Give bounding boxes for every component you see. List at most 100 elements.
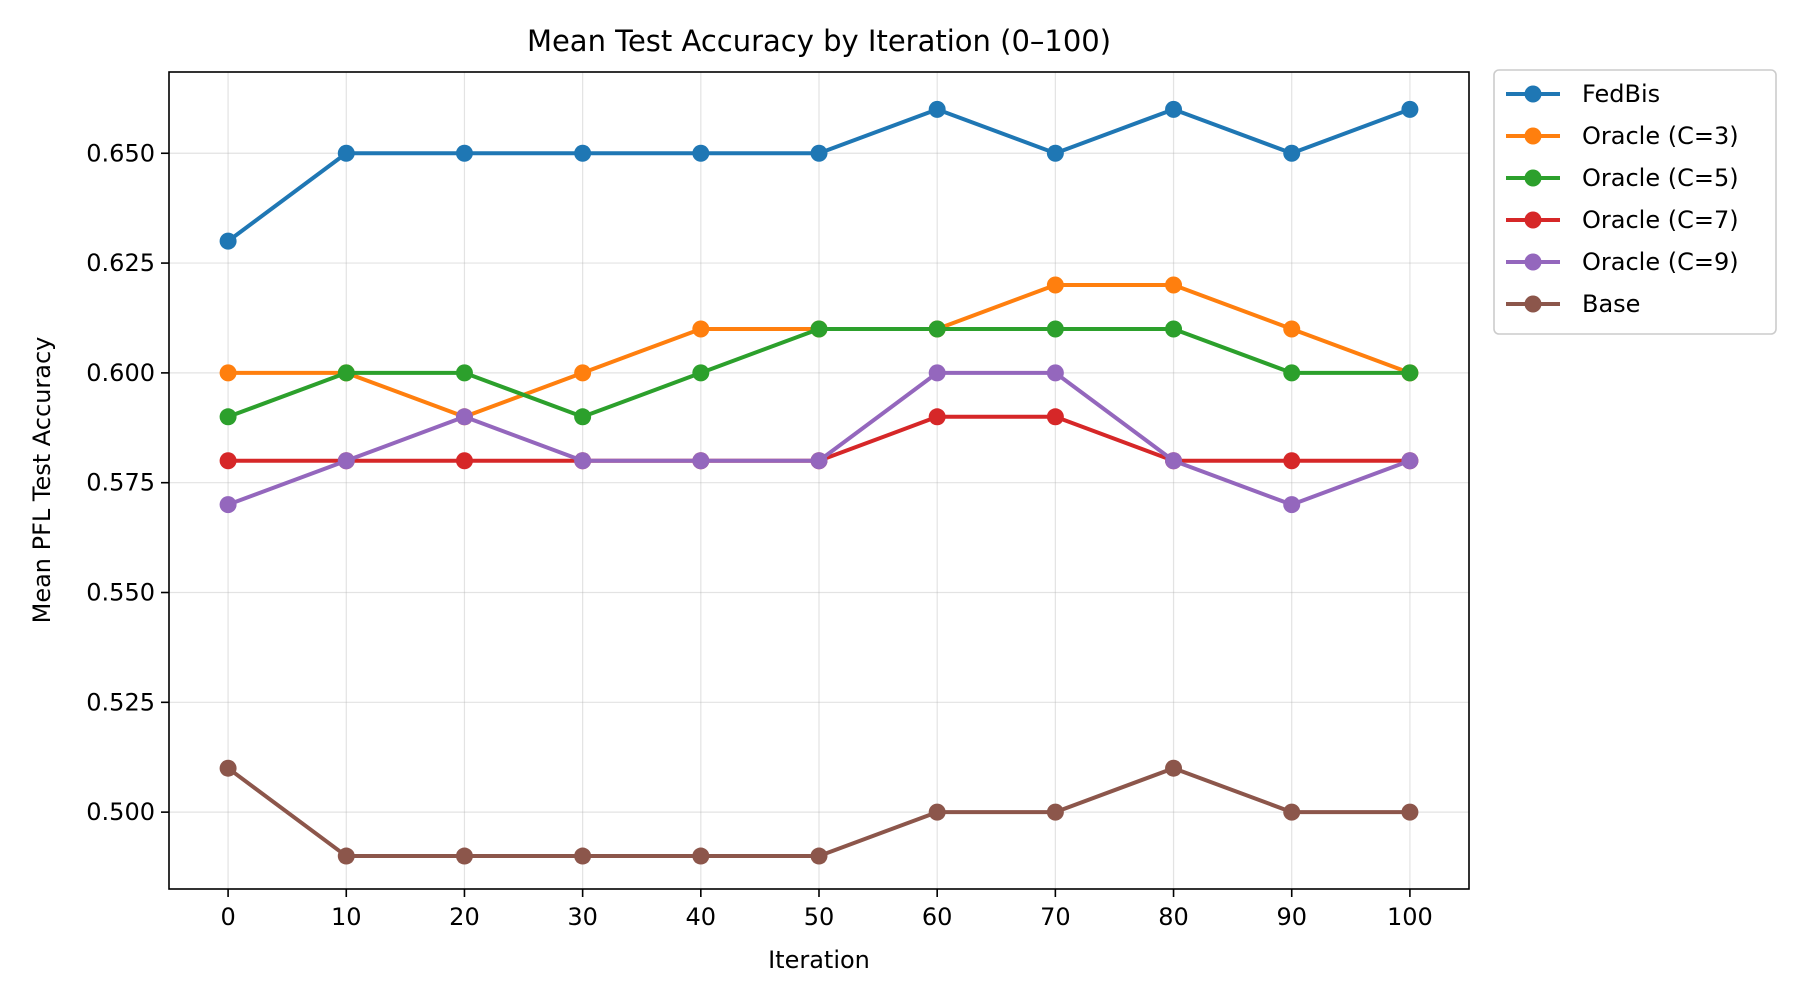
data-point: [928, 364, 946, 382]
legend-label: Base: [1582, 290, 1640, 318]
legend-item: FedBis: [1506, 80, 1660, 108]
legend-marker: [1524, 295, 1542, 313]
legend-marker: [1524, 127, 1542, 145]
data-point: [337, 364, 355, 382]
y-axis-label: Mean PFL Test Accuracy: [28, 337, 56, 624]
chart-title: Mean Test Accuracy by Iteration (0–100): [527, 24, 1111, 58]
data-point: [1283, 452, 1301, 470]
data-point: [574, 408, 592, 426]
data-point: [1283, 320, 1301, 338]
legend-item: Oracle (C=9): [1506, 248, 1739, 276]
data-point: [1046, 276, 1064, 294]
legend-item: Oracle (C=5): [1506, 164, 1739, 192]
x-tick-label: 50: [804, 903, 835, 931]
data-point: [1046, 803, 1064, 821]
y-tick-label: 0.525: [86, 688, 155, 716]
x-tick-label: 0: [220, 903, 235, 931]
series-oracle-c-5: [219, 320, 1419, 426]
data-point: [928, 408, 946, 426]
x-tick-label: 70: [1040, 903, 1071, 931]
x-tick-label: 20: [449, 903, 480, 931]
data-point: [574, 144, 592, 162]
x-tick-label: 30: [567, 903, 598, 931]
data-point: [219, 364, 237, 382]
legend-item: Oracle (C=3): [1506, 122, 1739, 150]
legend-item: Base: [1506, 290, 1640, 318]
data-point: [455, 408, 473, 426]
data-point: [928, 803, 946, 821]
x-tick-label: 60: [922, 903, 953, 931]
legend-label: Oracle (C=5): [1582, 164, 1739, 192]
data-point: [219, 759, 237, 777]
data-point: [692, 452, 710, 470]
y-tick-label: 0.550: [86, 579, 155, 607]
data-point: [574, 364, 592, 382]
data-point: [1401, 803, 1419, 821]
data-point: [337, 144, 355, 162]
data-point: [1165, 276, 1183, 294]
data-point: [1165, 320, 1183, 338]
data-point: [1046, 408, 1064, 426]
data-point: [455, 847, 473, 865]
data-point: [810, 847, 828, 865]
data-point: [574, 452, 592, 470]
x-tick-label: 10: [331, 903, 362, 931]
data-point: [928, 320, 946, 338]
legend-label: Oracle (C=3): [1582, 122, 1739, 150]
data-point: [455, 364, 473, 382]
legend-marker: [1524, 211, 1542, 229]
y-tick-label: 0.500: [86, 798, 155, 826]
y-tick-label: 0.625: [86, 249, 155, 277]
data-point: [1401, 452, 1419, 470]
data-point: [219, 452, 237, 470]
data-point: [219, 496, 237, 514]
data-point: [692, 144, 710, 162]
legend-label: Oracle (C=7): [1582, 206, 1739, 234]
data-point: [1046, 144, 1064, 162]
data-point: [455, 144, 473, 162]
x-axis-label: Iteration: [768, 946, 870, 974]
data-point: [1283, 364, 1301, 382]
x-tick-label: 100: [1387, 903, 1433, 931]
data-point: [810, 452, 828, 470]
data-point: [1165, 452, 1183, 470]
y-axis: 0.500 0.525 0.550 0.575 0.600 0.625 0.650: [86, 139, 169, 826]
data-point: [337, 847, 355, 865]
data-point: [928, 100, 946, 118]
x-tick-label: 90: [1276, 903, 1307, 931]
legend-marker: [1524, 169, 1542, 187]
data-point: [1401, 364, 1419, 382]
data-point: [1283, 496, 1301, 514]
y-tick-label: 0.600: [86, 359, 155, 387]
data-point: [692, 364, 710, 382]
data-point: [1401, 100, 1419, 118]
data-point: [219, 232, 237, 250]
x-tick-label: 40: [686, 903, 717, 931]
legend-item: Oracle (C=7): [1506, 206, 1739, 234]
legend-label: FedBis: [1582, 80, 1660, 108]
data-point: [219, 408, 237, 426]
legend-marker: [1524, 253, 1542, 271]
data-point: [337, 452, 355, 470]
series-fedbis: [219, 100, 1419, 250]
series-base: [219, 759, 1419, 865]
data-point: [1046, 364, 1064, 382]
legend-label: Oracle (C=9): [1582, 248, 1739, 276]
data-point: [1283, 144, 1301, 162]
data-point: [810, 144, 828, 162]
data-point: [455, 452, 473, 470]
y-tick-label: 0.575: [86, 469, 155, 497]
data-point: [810, 320, 828, 338]
legend-marker: [1524, 85, 1542, 103]
series-oracle-c-9: [219, 364, 1419, 514]
data-point: [1283, 803, 1301, 821]
data-point: [1046, 320, 1064, 338]
x-tick-label: 80: [1158, 903, 1189, 931]
y-tick-label: 0.650: [86, 139, 155, 167]
data-point: [1165, 100, 1183, 118]
series-lines: [219, 100, 1419, 865]
legend-box: [1493, 69, 1777, 335]
data-point: [692, 320, 710, 338]
data-point: [574, 847, 592, 865]
